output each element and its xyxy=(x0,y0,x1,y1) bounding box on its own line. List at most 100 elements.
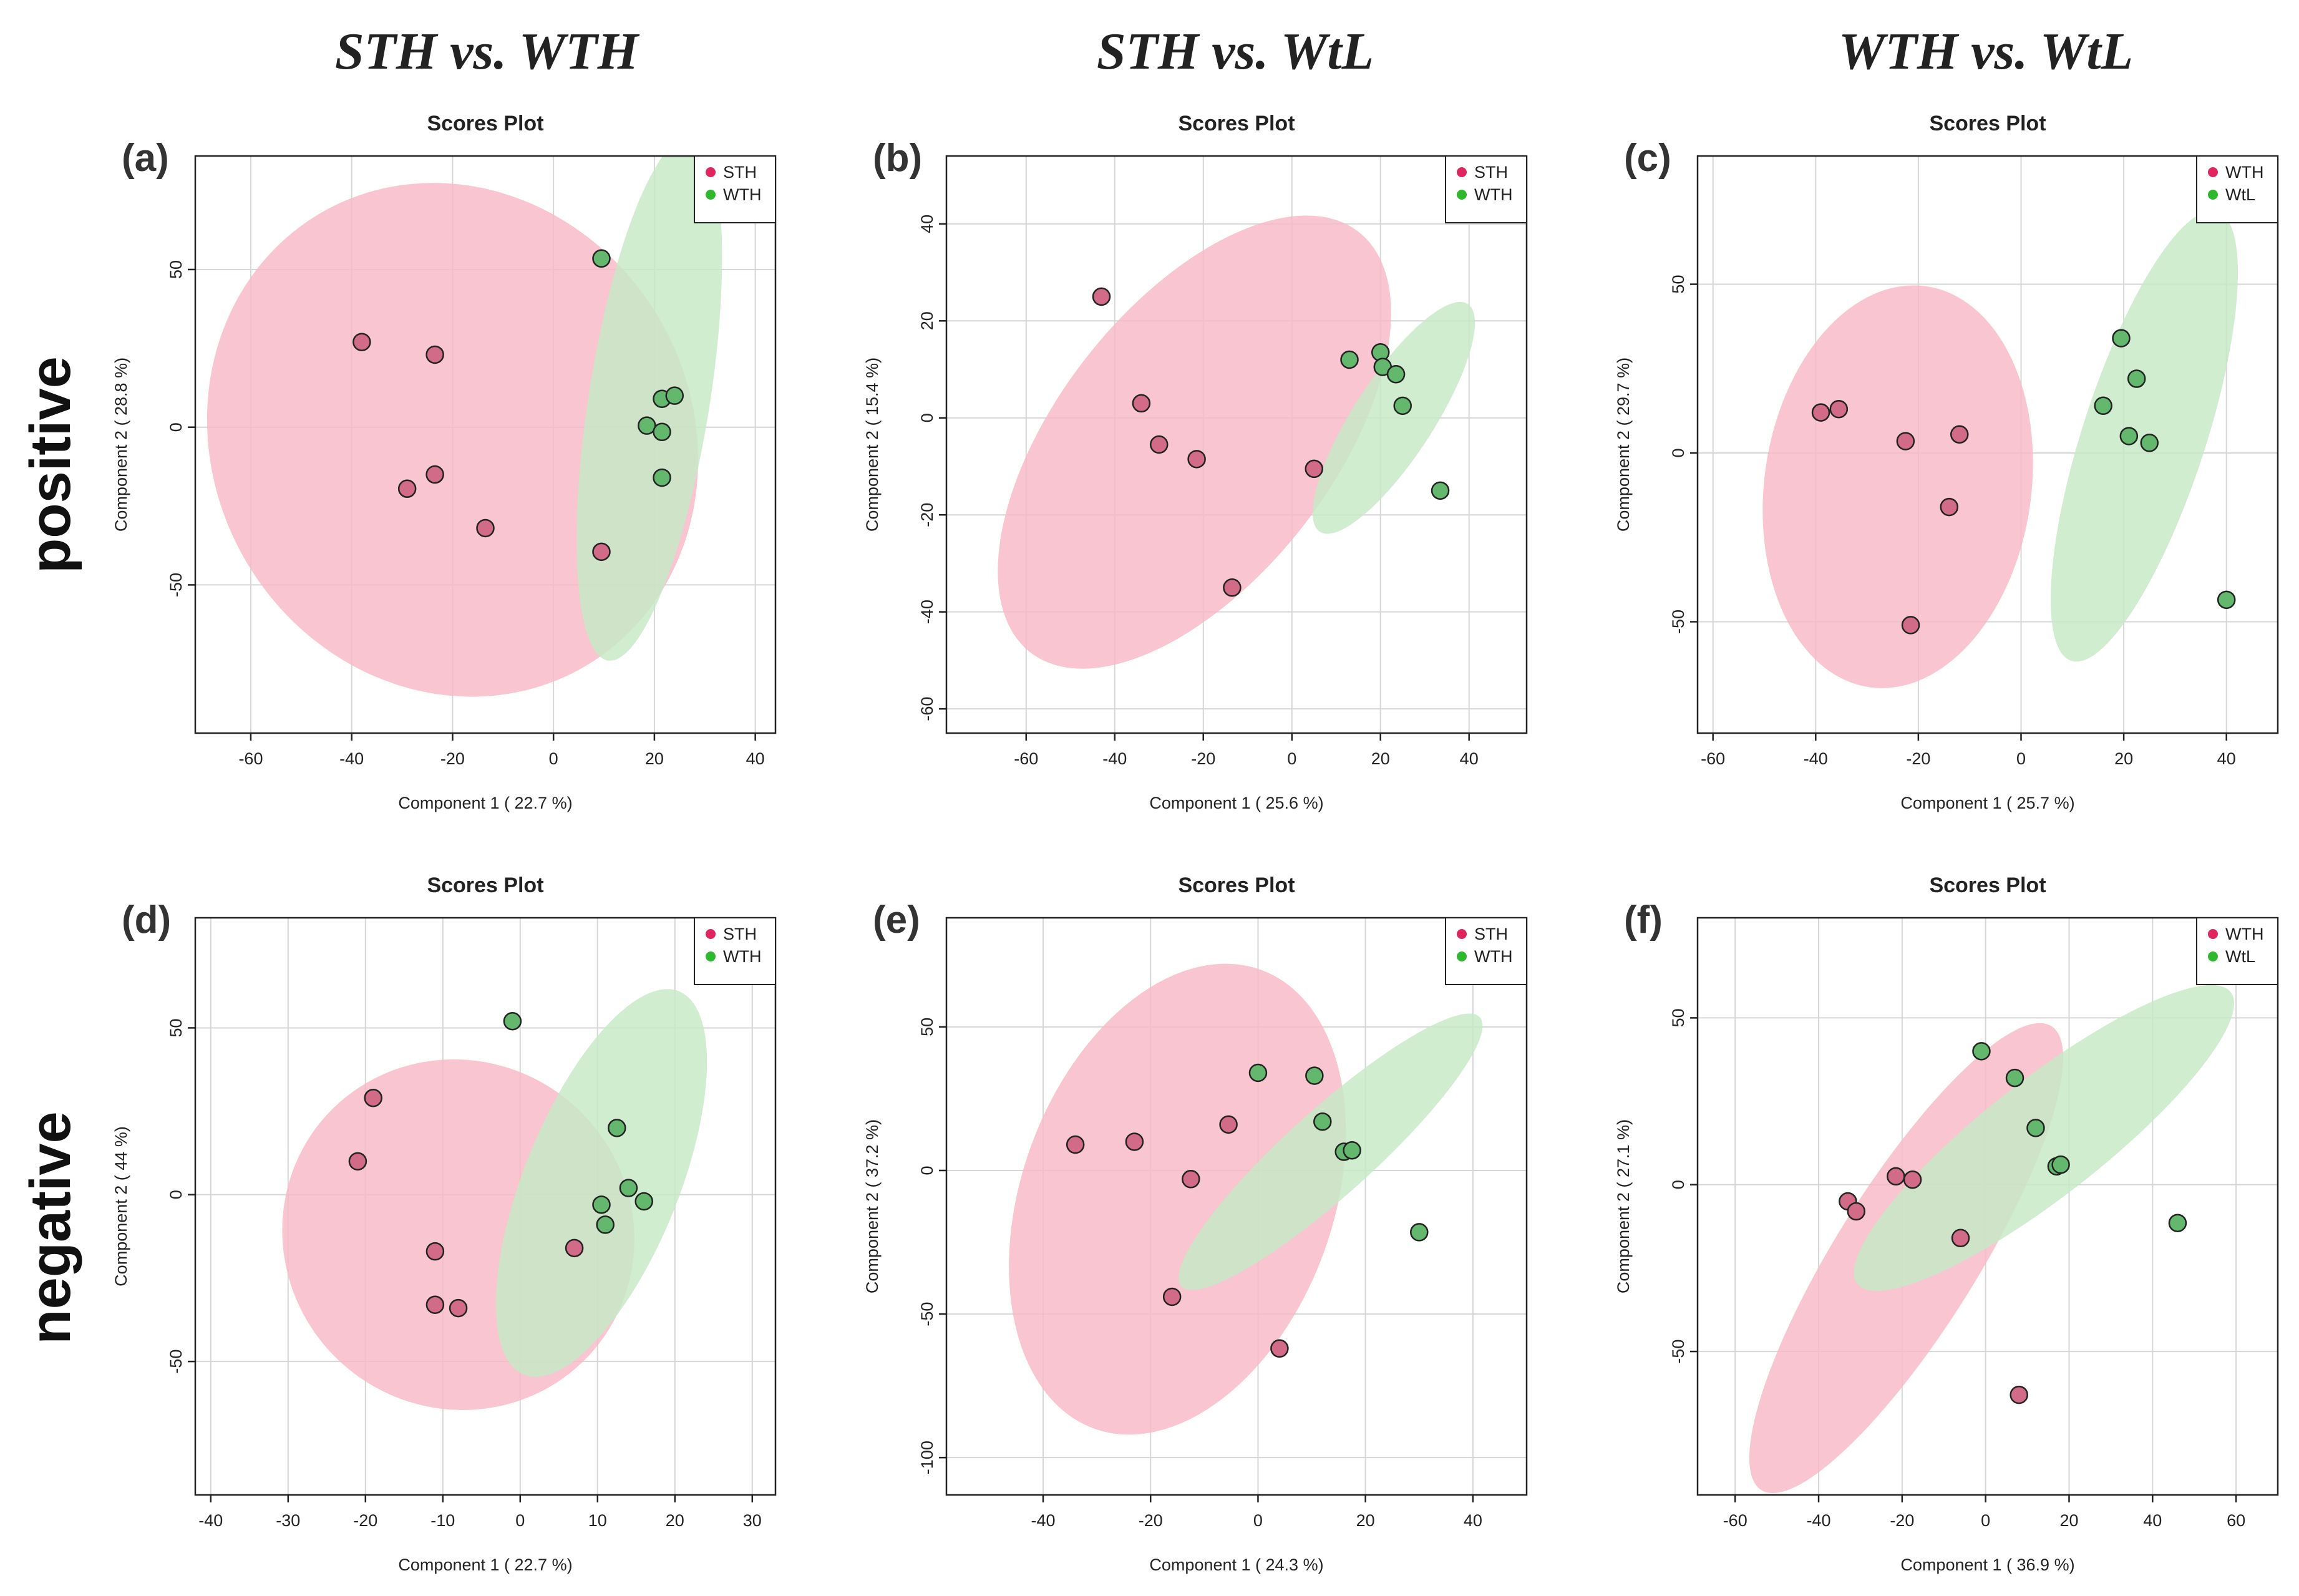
legend: WTH WtL xyxy=(2196,917,2278,985)
panel-letter: (e) xyxy=(873,898,920,942)
x-tick-label: 0 xyxy=(549,749,558,768)
legend-label-wth: WTH xyxy=(2225,925,2263,943)
column-title-2: STH vs. WtL xyxy=(1097,22,1374,80)
x-tick-label: 40 xyxy=(2143,1511,2162,1530)
x-tick-label: 40 xyxy=(746,749,765,768)
plot-frame xyxy=(1696,155,2279,734)
point-sth xyxy=(425,1295,445,1314)
point-sth xyxy=(476,518,495,538)
point-wtl xyxy=(2112,329,2131,348)
x-tick-label: 20 xyxy=(2059,1511,2078,1530)
data-points xyxy=(1092,287,1450,597)
legend-label-wth: WTH xyxy=(1474,185,1512,204)
y-axis-label: Component 2 ( 29.7 %) xyxy=(1614,358,1633,532)
y-axis-label: Component 2 ( 15.4 %) xyxy=(863,358,882,532)
point-wtl xyxy=(2026,1119,2045,1137)
ellipse-wth xyxy=(1178,1013,1483,1290)
plot-frame xyxy=(194,917,777,1496)
point-sth xyxy=(565,1238,584,1258)
legend-box xyxy=(2196,917,2278,985)
point-wtl xyxy=(2217,590,2236,610)
point-wth xyxy=(1903,1170,1922,1189)
x-tick-label: -20 xyxy=(353,1511,377,1530)
y-tick-label: -50 xyxy=(1669,1340,1688,1364)
legend-label-sth: STH xyxy=(1474,163,1508,182)
legend-marker-wth xyxy=(1457,951,1467,961)
legend-marker-sth xyxy=(706,929,716,939)
y-tick-label: -100 xyxy=(918,1441,936,1474)
data-points xyxy=(352,249,684,562)
x-tick-label: -30 xyxy=(276,1511,300,1530)
y-tick-label: -50 xyxy=(167,1350,185,1374)
scores-plot-4: Scores Plot (d) -40 -30 -20 -10 0 10 20 30 -50 0 50 C… xyxy=(112,873,777,1574)
plot-frame xyxy=(194,155,777,734)
point-wth xyxy=(653,468,671,487)
x-axis-label: Component 1 ( 22.7 %) xyxy=(398,794,572,812)
point-sth xyxy=(425,465,444,484)
x-tick-label: -40 xyxy=(198,1511,223,1530)
y-tick-label: 50 xyxy=(1669,275,1688,294)
x-tick-label: -40 xyxy=(1102,749,1127,768)
point-wth xyxy=(1829,399,1849,419)
x-tick-label: -20 xyxy=(1890,1511,1914,1530)
ellipse-sth xyxy=(207,183,698,697)
column-title-3: WTH vs. WtL xyxy=(1839,22,2133,80)
legend-label-sth: STH xyxy=(723,925,757,943)
point-wth xyxy=(596,1215,615,1234)
y-tick-label: 0 xyxy=(1669,1180,1688,1189)
point-wth xyxy=(2010,1385,2028,1404)
legend: STH WTH xyxy=(694,155,776,223)
x-tick-label: 40 xyxy=(2217,749,2236,768)
legend-label-sth: STH xyxy=(723,163,757,182)
point-sth xyxy=(592,542,611,562)
y-tick-label: -60 xyxy=(918,697,936,721)
point-wtl xyxy=(2140,434,2159,452)
point-sth xyxy=(1270,1339,1289,1358)
x-tick-label: 40 xyxy=(1464,1511,1482,1530)
legend: STH WTH xyxy=(1445,155,1527,223)
y-tick-label: 50 xyxy=(1669,1008,1688,1027)
confidence-ellipses xyxy=(1009,963,1483,1435)
x-tick-label: 0 xyxy=(1981,1511,1990,1530)
point-wth xyxy=(1896,432,1915,450)
x-tick-label: -20 xyxy=(1906,749,1930,768)
legend-label-wth: WTH xyxy=(723,185,761,204)
point-wth xyxy=(665,386,684,405)
panel-letter: (d) xyxy=(122,898,171,942)
x-tick-label: -60 xyxy=(1701,749,1725,768)
confidence-ellipses xyxy=(1762,210,2238,688)
legend: STH WTH xyxy=(1445,917,1527,985)
x-tick-label: -60 xyxy=(1723,1511,1747,1530)
legend-label-wth: WTH xyxy=(723,947,761,966)
legend-marker-wth xyxy=(706,190,716,200)
data-points xyxy=(1811,329,2236,635)
plot-title: Scores Plot xyxy=(1178,112,1295,135)
x-tick-label: -20 xyxy=(440,749,465,768)
x-axis-label: Component 1 ( 24.3 %) xyxy=(1149,1555,1323,1574)
x-axis-label: Component 1 ( 22.7 %) xyxy=(398,1555,572,1574)
ellipse-sth xyxy=(998,215,1391,669)
ellipse-wth xyxy=(495,989,707,1377)
x-axis-label: Component 1 ( 25.7 %) xyxy=(1900,794,2074,812)
point-sth xyxy=(1187,450,1206,469)
point-wth xyxy=(1901,616,1920,635)
x-tick-label: -40 xyxy=(1807,1511,1831,1530)
point-wth xyxy=(1248,1063,1268,1083)
y-tick-label: 0 xyxy=(918,413,936,422)
plot-frame xyxy=(945,917,1528,1496)
y-tick-label: 50 xyxy=(918,1018,936,1036)
x-tick-label: -40 xyxy=(1804,749,1828,768)
confidence-ellipses xyxy=(282,989,707,1410)
point-sth xyxy=(1066,1135,1085,1154)
y-tick-label: 40 xyxy=(918,215,936,233)
data-points xyxy=(1066,1063,1429,1358)
x-axis-label: Component 1 ( 36.9 %) xyxy=(1900,1555,2074,1574)
legend-marker-sth xyxy=(1457,167,1467,177)
y-tick-label: -50 xyxy=(1669,610,1688,634)
plot-title: Scores Plot xyxy=(427,112,543,135)
x-tick-label: 10 xyxy=(588,1511,607,1530)
point-sth xyxy=(364,1088,382,1107)
point-wtl xyxy=(2094,396,2112,416)
point-wth xyxy=(1305,1066,1324,1085)
x-tick-label: 20 xyxy=(2114,749,2133,768)
